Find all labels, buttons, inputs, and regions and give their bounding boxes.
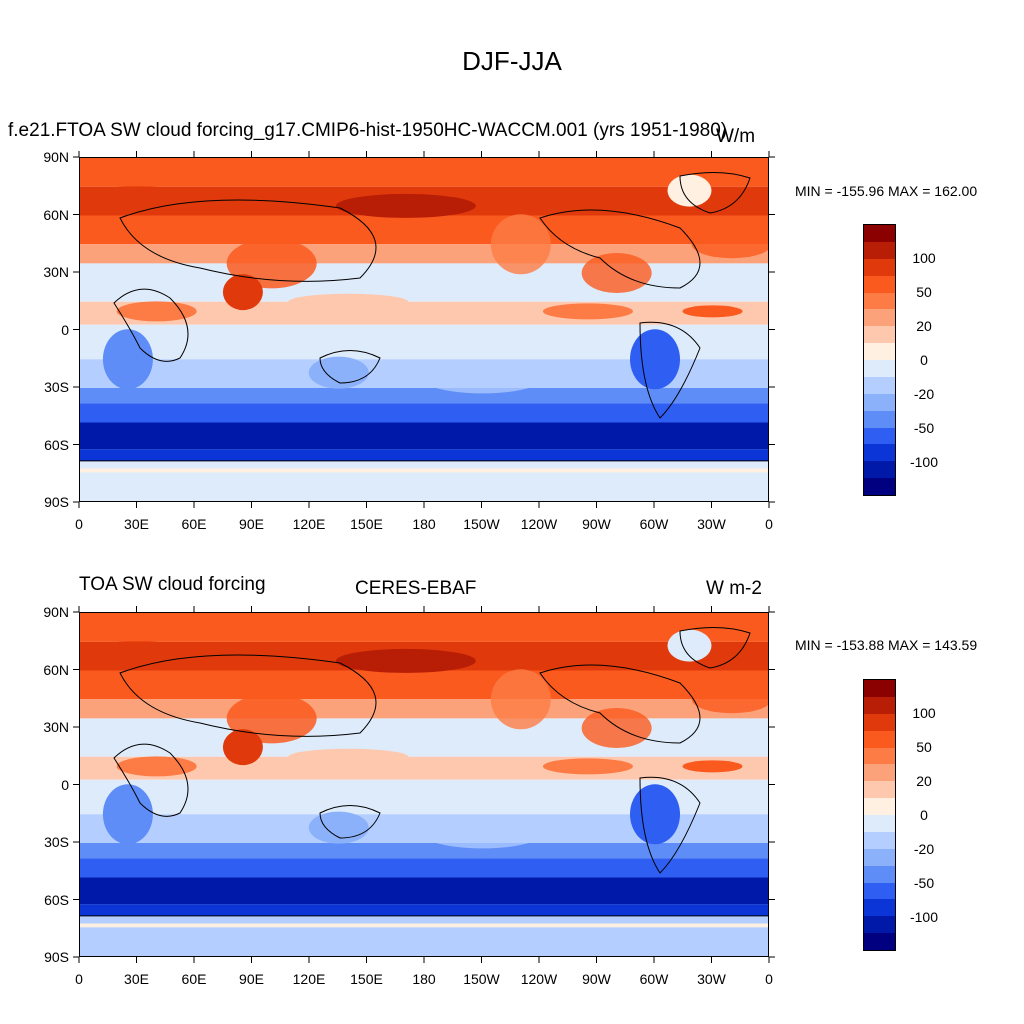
lon-tick-label: 150E bbox=[350, 971, 383, 987]
colorbar-swatch bbox=[864, 933, 895, 950]
colorbar-swatch bbox=[864, 747, 895, 765]
panel2-left-title: TOA SW cloud forcing bbox=[79, 574, 266, 595]
panel1-left-title: f.e21.FTOA SW cloud forcing_g17.CMIP6-hi… bbox=[8, 120, 728, 141]
colorbar-swatch bbox=[864, 275, 895, 293]
panel1-right-title: W/m bbox=[716, 126, 756, 147]
panel2-min-max: MIN = -153.88 MAX = 143.59 bbox=[795, 637, 978, 653]
colorbar-swatch bbox=[864, 916, 895, 934]
colorbar-swatch bbox=[864, 831, 895, 849]
panel1-map bbox=[79, 157, 769, 502]
colorbar-swatch bbox=[864, 326, 895, 344]
lon-tick-label: 90E bbox=[239, 516, 264, 532]
lon-tick-label: 90E bbox=[239, 971, 264, 987]
colorbar-swatch bbox=[864, 225, 895, 242]
lon-tick-label: 60W bbox=[639, 971, 669, 987]
lat-tick-label: 90N bbox=[43, 149, 69, 165]
colorbar-swatch bbox=[864, 781, 895, 799]
panel1-min-max: MIN = -155.96 MAX = 162.00 bbox=[795, 183, 978, 199]
colorbar-swatch bbox=[864, 241, 895, 259]
colorbar-swatch bbox=[864, 730, 895, 748]
colorbar-swatch bbox=[864, 410, 895, 428]
colorbar-swatch bbox=[864, 292, 895, 310]
lon-tick-label: 30W bbox=[697, 971, 726, 987]
lon-tick-label: 30E bbox=[124, 971, 149, 987]
colorbar-label: 100 bbox=[912, 705, 936, 721]
lat-tick-label: 60S bbox=[44, 891, 69, 908]
colorbar-swatch bbox=[864, 309, 895, 327]
lon-tick-label: 120E bbox=[292, 971, 326, 987]
lon-tick-label: 30W bbox=[697, 516, 726, 532]
lat-tick-label: 90N bbox=[43, 604, 69, 620]
colorbar-swatch bbox=[864, 815, 895, 832]
lon-tick-label: 30E bbox=[124, 516, 149, 532]
colorbar-label: -50 bbox=[913, 875, 935, 891]
lat-tick-label: 90S bbox=[44, 949, 69, 965]
colorbar-label: 0 bbox=[920, 352, 928, 368]
lat-tick-label: 30N bbox=[43, 719, 69, 735]
lat-tick-label: 0 bbox=[61, 776, 69, 793]
colorbar-label: -100 bbox=[909, 909, 939, 925]
colorbar-swatch bbox=[864, 393, 895, 411]
lat-tick-label: 30N bbox=[43, 264, 69, 280]
lon-tick-label: 60W bbox=[639, 516, 669, 532]
lat-tick-label: 60N bbox=[43, 661, 69, 678]
colorbar-label: 20 bbox=[916, 773, 932, 789]
lat-tick-label: 30S bbox=[44, 834, 69, 850]
lon-tick-label: 150E bbox=[350, 516, 383, 532]
colorbar-swatch bbox=[864, 764, 895, 782]
main-title: DJF-JJA bbox=[462, 46, 562, 76]
colorbar-swatch bbox=[864, 865, 895, 883]
colorbar-swatch bbox=[864, 696, 895, 714]
panel2-colorbar bbox=[863, 679, 896, 951]
lon-tick-label: 180 bbox=[412, 516, 436, 532]
colorbar-label: 50 bbox=[916, 284, 932, 300]
lat-tick-label: 0 bbox=[61, 321, 69, 338]
lon-tick-label: 120W bbox=[520, 516, 558, 532]
lon-tick-label: 60E bbox=[181, 516, 207, 532]
colorbar-swatch bbox=[864, 478, 895, 495]
colorbar-swatch bbox=[864, 848, 895, 866]
lon-tick-label: 0 bbox=[75, 971, 83, 987]
lon-tick-label: 0 bbox=[765, 971, 773, 987]
colorbar-swatch bbox=[864, 427, 895, 445]
lon-tick-label: 150W bbox=[463, 971, 500, 987]
lon-tick-label: 120W bbox=[520, 971, 558, 987]
lat-tick-label: 30S bbox=[44, 379, 69, 395]
lon-tick-label: 90W bbox=[582, 971, 611, 987]
lat-tick-label: 60N bbox=[43, 206, 69, 223]
colorbar-swatch bbox=[864, 680, 895, 697]
colorbar-swatch bbox=[864, 343, 895, 360]
panel2-right-title: W m-2 bbox=[706, 578, 762, 599]
colorbar-label: -100 bbox=[909, 454, 939, 470]
colorbar-swatch bbox=[864, 376, 895, 394]
colorbar-label: 20 bbox=[916, 318, 932, 334]
colorbar-label: 100 bbox=[912, 250, 936, 266]
colorbar-label: -50 bbox=[913, 420, 935, 436]
panel2-center-title: CERES-EBAF bbox=[355, 578, 477, 599]
lon-tick-label: 0 bbox=[75, 516, 83, 532]
lat-tick-label: 90S bbox=[44, 494, 69, 510]
colorbar-label: 0 bbox=[920, 807, 928, 823]
colorbar-label: -20 bbox=[913, 841, 935, 857]
colorbar-swatch bbox=[864, 798, 895, 815]
colorbar-swatch bbox=[864, 360, 895, 377]
panel2-map bbox=[79, 612, 769, 957]
colorbar-label: 50 bbox=[916, 739, 932, 755]
lon-tick-label: 150W bbox=[463, 516, 500, 532]
colorbar-swatch bbox=[864, 444, 895, 462]
lon-tick-label: 60E bbox=[181, 971, 207, 987]
colorbar-swatch bbox=[864, 461, 895, 479]
colorbar-swatch bbox=[864, 899, 895, 917]
lon-tick-label: 180 bbox=[412, 971, 436, 987]
colorbar-label: -20 bbox=[913, 386, 935, 402]
lat-tick-label: 60S bbox=[44, 436, 69, 453]
lon-tick-label: 120E bbox=[292, 516, 326, 532]
colorbar-swatch bbox=[864, 713, 895, 731]
panel1-colorbar bbox=[863, 224, 896, 496]
lon-tick-label: 90W bbox=[582, 516, 611, 532]
lon-tick-label: 0 bbox=[765, 516, 773, 532]
colorbar-swatch bbox=[864, 258, 895, 276]
colorbar-swatch bbox=[864, 882, 895, 900]
